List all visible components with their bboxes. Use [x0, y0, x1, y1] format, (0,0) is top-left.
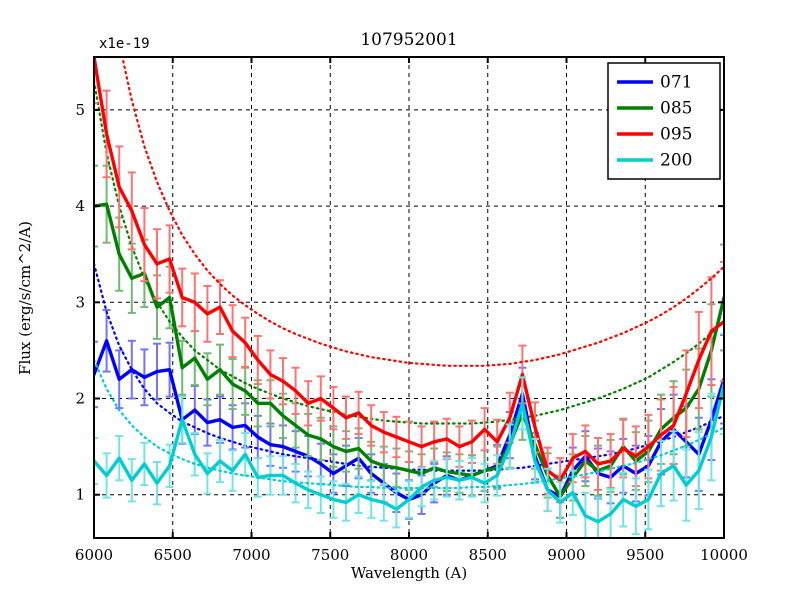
y-tick-label: 4 — [75, 197, 85, 215]
gridlines — [94, 57, 724, 538]
legend-label-071[interactable]: 071 — [660, 73, 692, 93]
x-axis-label: Wavelength (A) — [351, 564, 467, 582]
spectrum-200 — [94, 382, 724, 524]
series-200 — [94, 333, 724, 538]
x-tick-label: 6500 — [154, 546, 192, 564]
x-tick-label: 8000 — [390, 546, 428, 564]
x-tick-label: 10000 — [700, 546, 748, 564]
x-tick-label: 9500 — [626, 546, 664, 564]
axis-ticks: 6000 6500 7000 7500 8000 8500 9000 9500 10000 1 2 3… — [75, 57, 748, 564]
page-title: 107952001 — [360, 30, 457, 50]
y-tick-label: 2 — [75, 390, 85, 408]
continuum-200 — [94, 358, 724, 490]
legend-label-085[interactable]: 085 — [660, 99, 692, 119]
spectrum-095 — [94, 57, 724, 482]
x-tick-label: 7500 — [311, 546, 349, 564]
data-layer — [94, 57, 724, 538]
y-tick-label: 5 — [75, 101, 85, 119]
y-tick-label: 3 — [75, 293, 85, 311]
continuum-095 — [121, 57, 724, 367]
x-tick-label: 9000 — [547, 546, 585, 564]
y-axis-exponent-label: x1e-19 — [99, 36, 150, 52]
x-tick-label: 6000 — [75, 546, 113, 564]
x-tick-label: 8500 — [469, 546, 507, 564]
x-tick-label: 7000 — [232, 546, 270, 564]
legend[interactable]: 071 085 095 200 — [607, 62, 721, 180]
y-tick-label: 1 — [75, 486, 85, 504]
legend-label-200[interactable]: 200 — [660, 151, 692, 171]
legend-label-095[interactable]: 095 — [660, 125, 692, 145]
y-axis-label: Flux (erg/s/cm^2/A) — [16, 221, 34, 375]
